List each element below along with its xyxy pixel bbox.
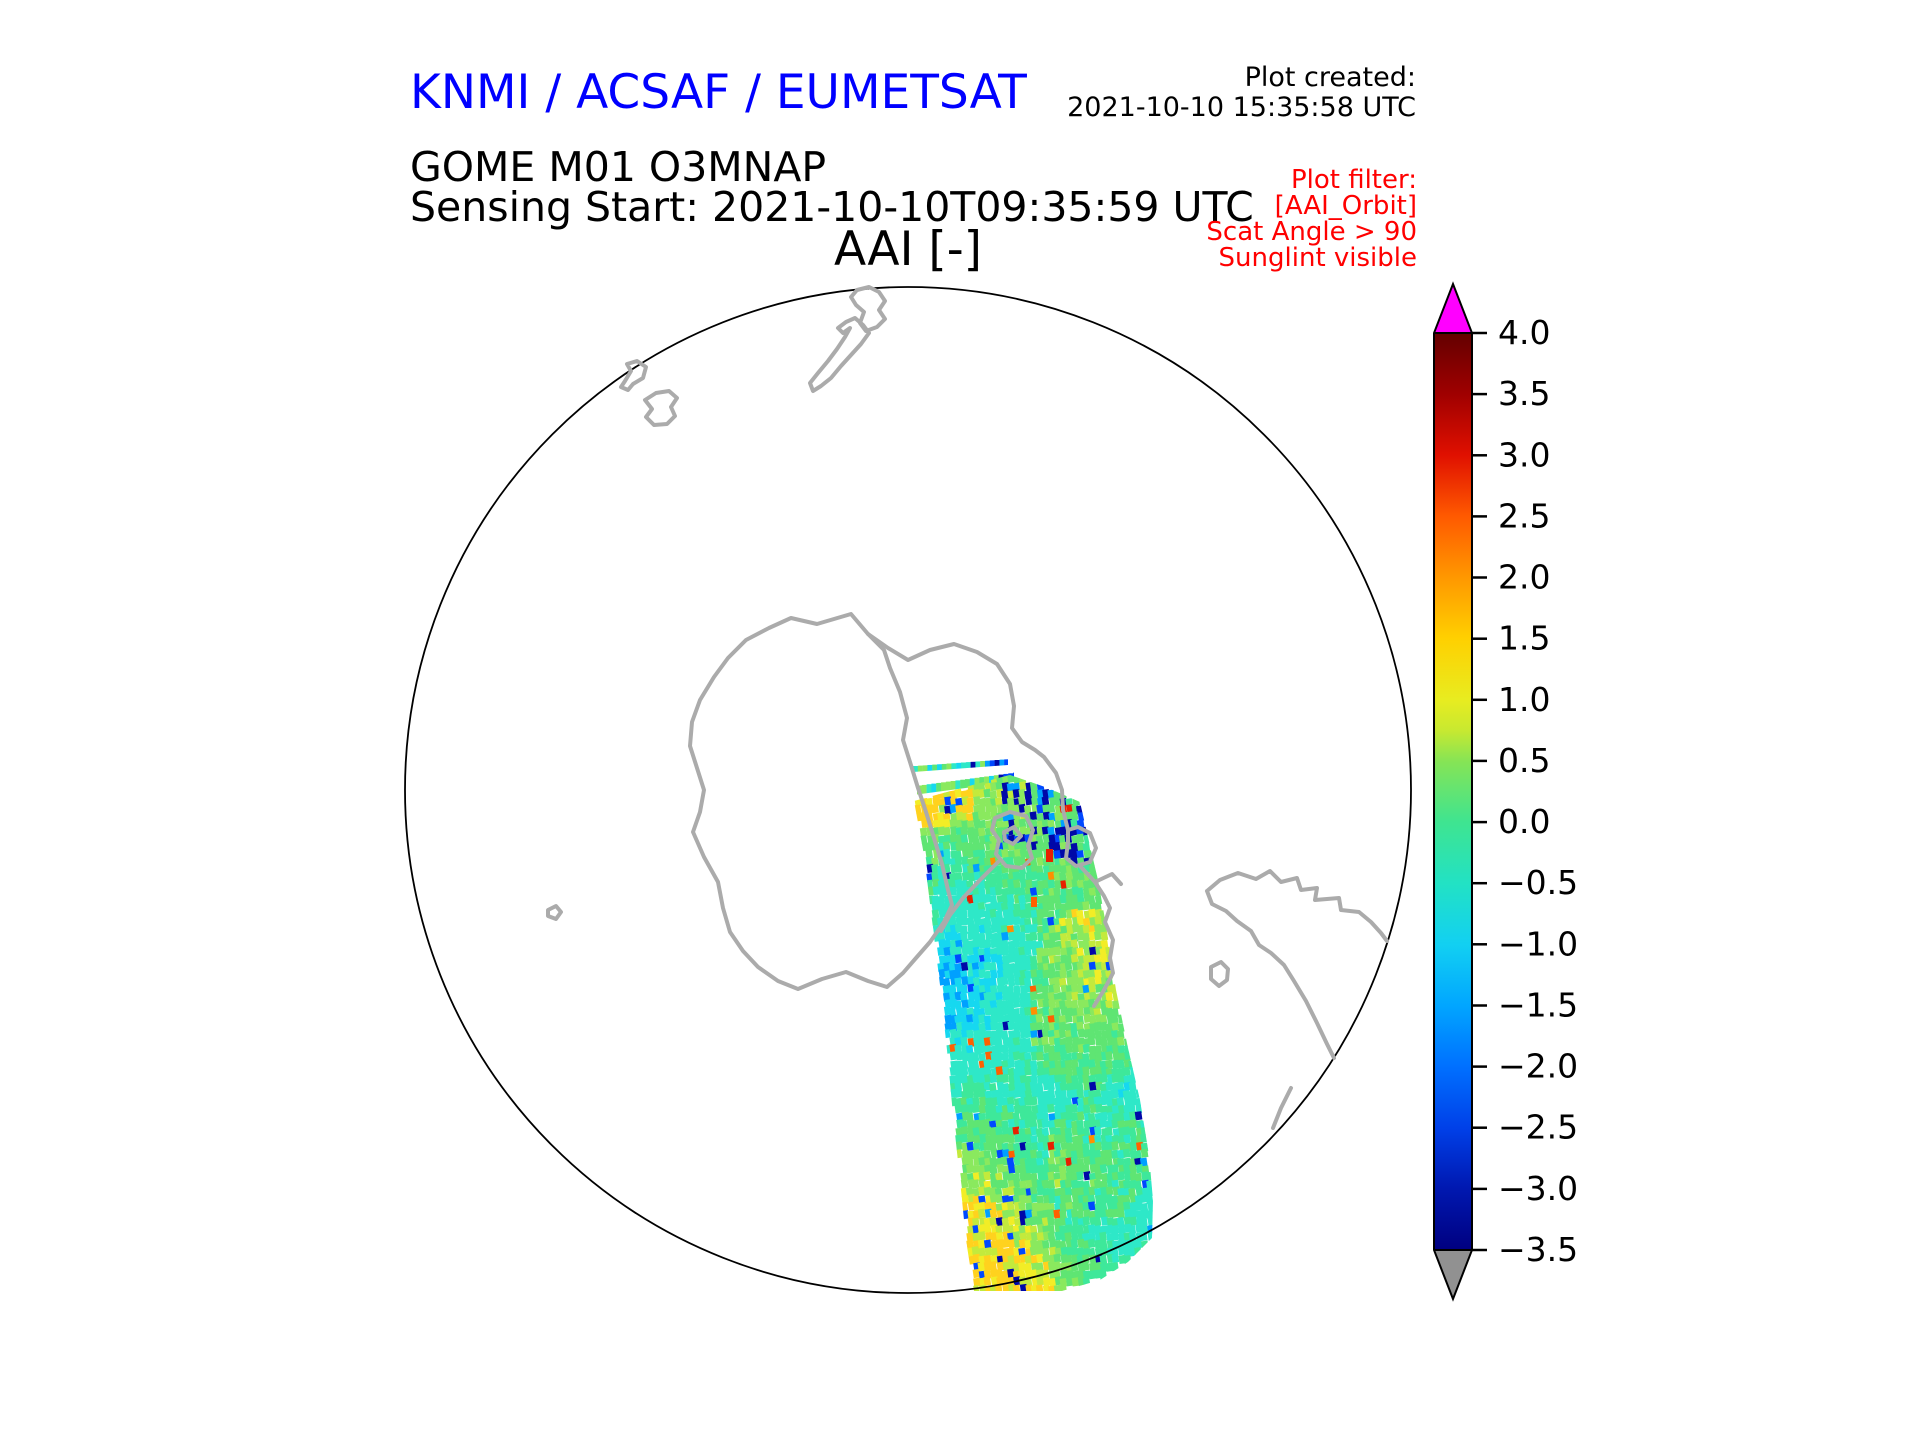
- sensing-start-label: Sensing Start: 2021-10-10T09:35:59 UTC: [410, 183, 1254, 231]
- plot-filter-line-0: Plot filter:: [1291, 165, 1417, 195]
- colorbar-tick-label: 4.0: [1498, 313, 1550, 352]
- colorbar-tick-label: 0.0: [1498, 802, 1550, 841]
- colorbar-tick-label: 2.5: [1498, 496, 1550, 535]
- colorbar-gradient-bar: [1434, 333, 1472, 1250]
- colorbar-tick-label: 2.0: [1498, 558, 1550, 597]
- colorbar-tick-label: −1.0: [1498, 924, 1578, 963]
- colorbar-tick-label: 1.0: [1498, 680, 1550, 719]
- colorbar-tick-label: 1.5: [1498, 619, 1550, 658]
- map-title: AAI [-]: [834, 222, 982, 277]
- colorbar-tick-label: −1.5: [1498, 986, 1578, 1025]
- colorbar-under-arrow: [1434, 1250, 1472, 1299]
- small-island-coast: [546, 904, 563, 921]
- colorbar-tick-label: −2.5: [1498, 1108, 1578, 1147]
- plot-filter-line-2: Scat Angle > 90: [1206, 217, 1417, 247]
- top-island-coast: [808, 285, 887, 393]
- colorbar-tick-label: 3.0: [1498, 435, 1550, 474]
- colorbar: 4.0 3.5 3.0 2.5 2.0 1.5 1.0 0.5 0.0 −0.5 −1.0 −1.5 −…: [1433, 281, 1578, 1302]
- colorbar-tick-label: −2.0: [1498, 1047, 1578, 1086]
- colorbar-tick-label: 3.5: [1498, 374, 1550, 413]
- south-america-coast: [1205, 869, 1389, 1130]
- upper-left-islands-coast: [619, 359, 679, 427]
- colorbar-over-arrow: [1434, 284, 1472, 333]
- map-boundary-circle: [404, 286, 1412, 1294]
- aai-swath-mesh: [914, 775, 1153, 1291]
- colorbar-ticks: 4.0 3.5 3.0 2.5 2.0 1.5 1.0 0.5 0.0 −0.5 −1.0 −1.5 −…: [1472, 313, 1578, 1269]
- colorbar-tick-label: −3.0: [1498, 1169, 1578, 1208]
- coastlines: [546, 285, 1389, 1130]
- plot-created-label: Plot created:: [1245, 62, 1416, 93]
- product-label: GOME M01 O3MNAP: [410, 143, 826, 191]
- page-title: KNMI / ACSAF / EUMETSAT: [410, 65, 1027, 120]
- colorbar-tick-label: −3.5: [1498, 1230, 1578, 1269]
- antarctic-peninsula-coast: [866, 632, 1123, 1008]
- plot-filter-line-1: [AAI_Orbit]: [1275, 191, 1417, 221]
- colorbar-tick-label: 0.5: [1498, 741, 1550, 780]
- peninsula-island-coast: [939, 810, 1035, 933]
- colorbar-tick-label: −0.5: [1498, 863, 1578, 902]
- plot-created-time: 2021-10-10 15:35:58 UTC: [1067, 92, 1416, 123]
- plot-filter-line-3: Sunglint visible: [1219, 243, 1417, 273]
- antarctica-coast: [688, 612, 954, 991]
